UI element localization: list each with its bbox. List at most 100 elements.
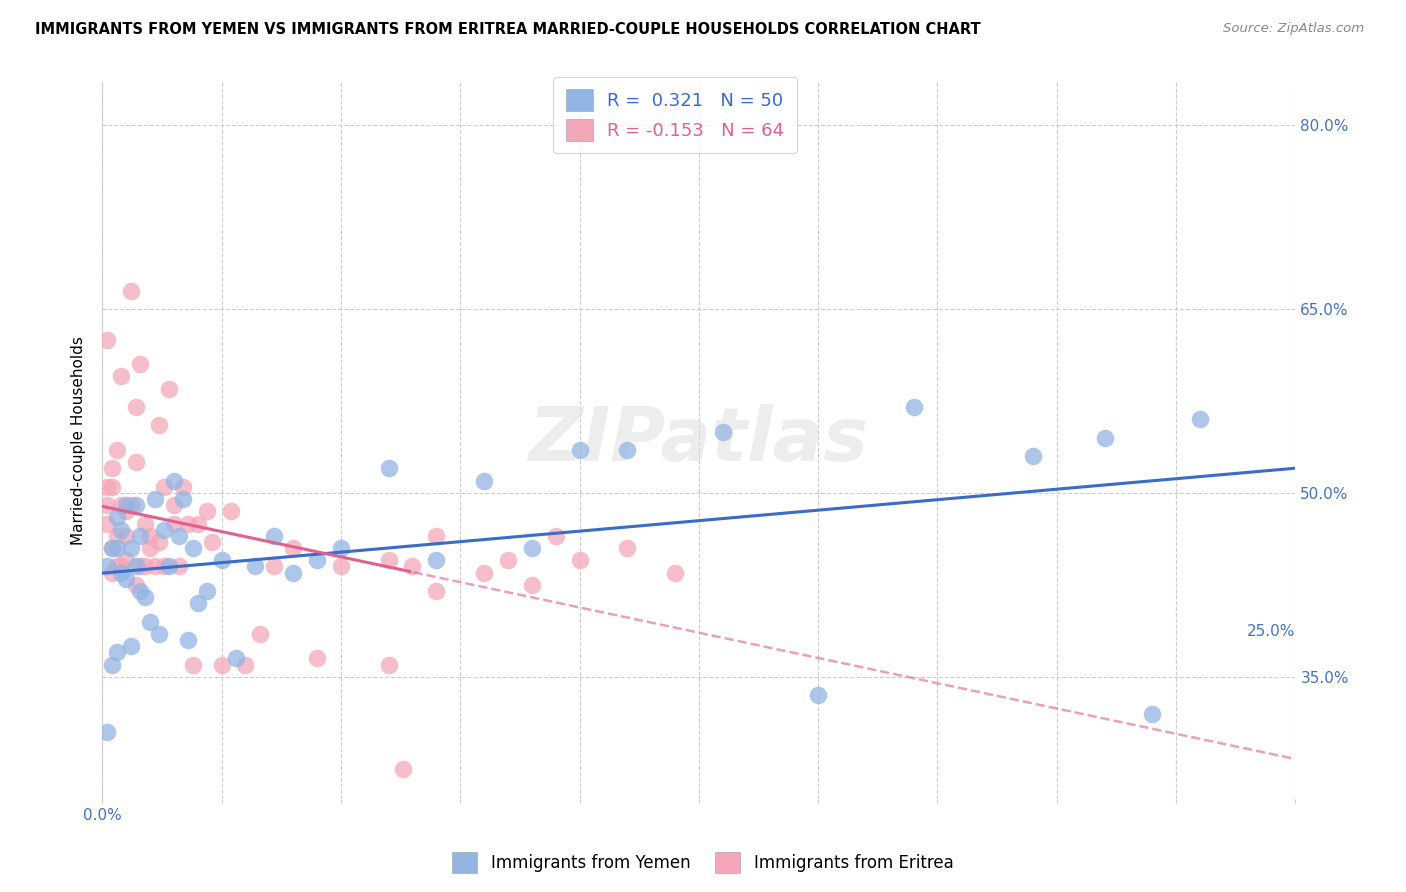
Point [195,584,218,599]
Point [172,491,194,506]
Point [664,566,686,580]
Point [249,627,271,641]
Point [496,553,519,567]
Point [472,474,495,488]
Point [472,566,495,580]
Point [520,578,543,592]
Point [110,523,132,537]
Point [110,559,132,574]
Point [425,529,447,543]
Point [139,615,162,629]
Point [100,657,122,672]
Point [110,498,132,512]
Point [568,553,591,567]
Point [157,382,180,396]
Point [1188,412,1211,426]
Text: IMMIGRANTS FROM YEMEN VS IMMIGRANTS FROM ERITREA MARRIED-COUPLE HOUSEHOLDS CORRE: IMMIGRANTS FROM YEMEN VS IMMIGRANTS FROM… [35,22,981,37]
Point [129,559,152,574]
Point [129,529,152,543]
Point [263,529,285,543]
Point [96,516,118,531]
Point [148,418,170,433]
Point [96,480,118,494]
Point [143,559,166,574]
Point [163,516,186,531]
Point [329,559,352,574]
Point [124,455,146,469]
Point [100,480,122,494]
Point [105,559,128,574]
Point [616,541,638,555]
Point [425,584,447,599]
Point [177,633,200,648]
Point [134,559,156,574]
Point [187,596,209,610]
Point [711,425,734,439]
Point [263,559,285,574]
Point [96,333,118,347]
Point [105,645,128,659]
Point [568,442,591,457]
Point [124,559,146,574]
Point [903,400,925,414]
Point [153,523,176,537]
Text: ZIPatlas: ZIPatlas [529,404,869,477]
Point [143,491,166,506]
Point [201,535,224,549]
Point [225,651,247,665]
Point [211,657,233,672]
Point [305,651,328,665]
Point [105,541,128,555]
Point [1142,706,1164,721]
Point [148,627,170,641]
Point [616,442,638,457]
Point [425,553,447,567]
Legend: Immigrants from Yemen, Immigrants from Eritrea: Immigrants from Yemen, Immigrants from E… [446,846,960,880]
Point [235,657,257,672]
Point [134,516,156,531]
Point [115,529,138,543]
Point [520,541,543,555]
Legend: R =  0.321   N = 50, R = -0.153   N = 64: R = 0.321 N = 50, R = -0.153 N = 64 [553,77,797,153]
Point [129,357,152,371]
Point [129,584,152,599]
Point [100,541,122,555]
Point [120,639,142,653]
Point [105,529,128,543]
Point [544,529,567,543]
Point [377,553,399,567]
Point [172,480,194,494]
Point [177,516,200,531]
Point [163,498,186,512]
Point [181,657,204,672]
Point [377,657,399,672]
Y-axis label: Married-couple Households: Married-couple Households [72,336,86,545]
Point [1094,431,1116,445]
Point [219,504,242,518]
Point [181,541,204,555]
Point [105,510,128,524]
Point [139,541,162,555]
Point [96,725,118,739]
Point [100,541,122,555]
Point [124,498,146,512]
Point [96,559,118,574]
Point [115,498,138,512]
Point [124,400,146,414]
Point [139,529,162,543]
Point [153,480,176,494]
Point [96,498,118,512]
Point [115,572,138,586]
Point [807,688,830,702]
Point [115,504,138,518]
Point [100,461,122,475]
Point [392,762,415,776]
Point [120,541,142,555]
Point [167,559,190,574]
Point [167,529,190,543]
Point [148,535,170,549]
Point [329,541,352,555]
Point [163,474,186,488]
Point [105,442,128,457]
Point [281,541,304,555]
